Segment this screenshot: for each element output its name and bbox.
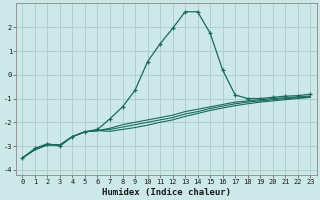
X-axis label: Humidex (Indice chaleur): Humidex (Indice chaleur) xyxy=(102,188,231,197)
